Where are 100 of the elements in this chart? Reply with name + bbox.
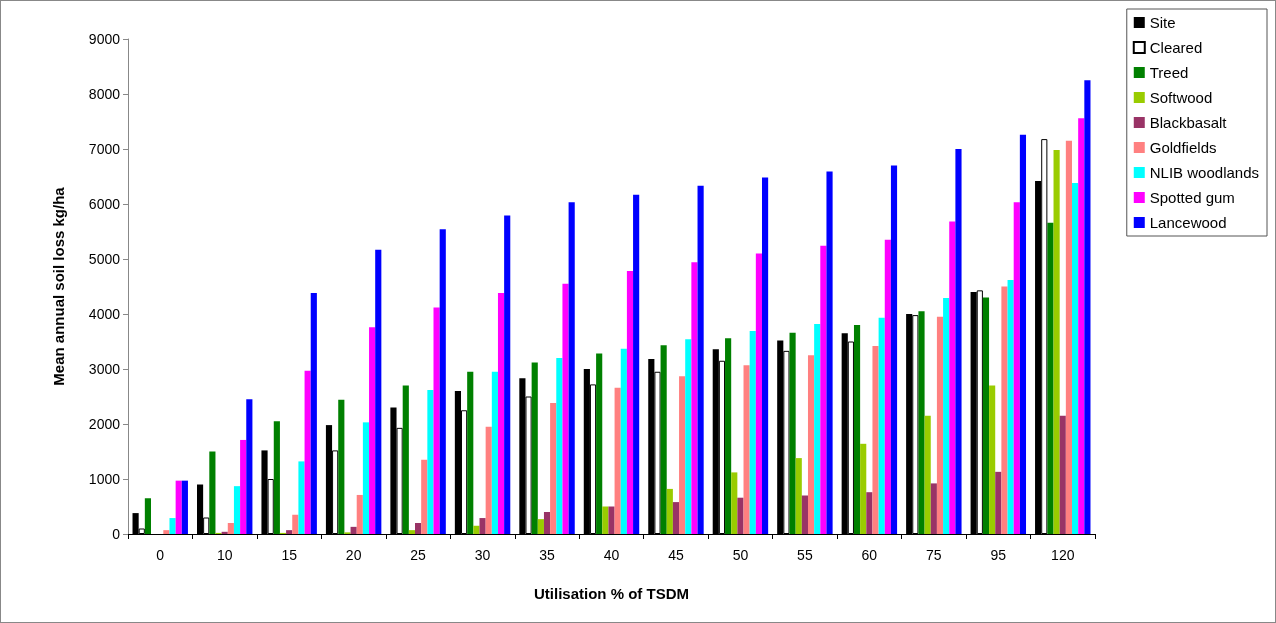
bar (375, 249, 382, 534)
bar (504, 215, 511, 534)
bar (620, 348, 627, 534)
bar (298, 461, 305, 534)
bar (890, 165, 898, 534)
bar (801, 495, 808, 534)
bar (338, 399, 345, 534)
bar (878, 317, 885, 534)
bar (691, 262, 698, 534)
bar (169, 518, 176, 534)
bar (602, 506, 609, 534)
bar (608, 506, 615, 534)
bar (537, 519, 544, 534)
x-axis-title: Utilisation % of TSDM (534, 585, 689, 602)
bar (807, 355, 815, 534)
bar (826, 171, 833, 534)
y-tick-label: 1000 (88, 471, 121, 487)
x-tick-label: 20 (345, 547, 362, 563)
bar (421, 459, 428, 534)
bar (562, 283, 569, 534)
bar (918, 311, 925, 534)
bar (866, 492, 873, 534)
bar (795, 458, 802, 534)
bar (633, 194, 640, 534)
bar (982, 297, 990, 534)
bar (697, 185, 704, 534)
bar (1078, 118, 1085, 534)
bar (227, 523, 234, 534)
bar (860, 443, 867, 534)
bar (743, 365, 750, 534)
bar (685, 339, 692, 534)
x-tick-label: 120 (1051, 547, 1075, 563)
bar (989, 385, 996, 534)
bar (626, 271, 634, 534)
bar (749, 331, 756, 534)
bar (949, 221, 956, 534)
bar (439, 229, 446, 534)
bar (144, 498, 151, 534)
bar (568, 202, 575, 534)
bar (550, 403, 557, 534)
bar (614, 387, 621, 534)
bar (789, 332, 796, 534)
bar (737, 497, 744, 534)
y-tick-label: 8000 (88, 86, 121, 102)
bar (497, 293, 505, 534)
x-tick-label: 60 (861, 547, 878, 563)
bar (930, 483, 937, 534)
bar (660, 345, 667, 534)
bar (1065, 140, 1073, 534)
bar (755, 253, 762, 534)
y-tick-label: 2000 (88, 416, 121, 432)
bar (955, 149, 962, 534)
bar (853, 325, 861, 534)
y-tick-label: 3000 (88, 361, 121, 377)
bar (1019, 134, 1027, 534)
bar (246, 399, 253, 534)
legend-label: Spotted gum (1149, 189, 1235, 206)
bar (1072, 183, 1079, 534)
x-tick-label: 0 (156, 547, 165, 563)
legend-label: Treed (1149, 64, 1189, 81)
x-tick-label: 30 (474, 547, 491, 563)
bar (531, 362, 538, 534)
bar (181, 480, 188, 534)
y-tick-label: 9000 (88, 31, 121, 47)
x-tick-label: 40 (603, 547, 620, 563)
bar (820, 245, 827, 534)
x-tick-label: 50 (732, 547, 749, 563)
bar (415, 523, 422, 534)
y-tick-label: 4000 (88, 306, 121, 322)
bar (884, 239, 891, 534)
y-tick-label: 7000 (88, 141, 121, 157)
bar (427, 389, 434, 534)
y-tick-label: 5000 (88, 251, 121, 267)
legend-label: Site (1149, 14, 1176, 31)
bar (292, 514, 299, 534)
x-tick-label: 35 (539, 547, 556, 563)
y-tick-label: 0 (112, 526, 121, 542)
bar (679, 376, 686, 534)
bar (1013, 202, 1020, 534)
bar (543, 512, 551, 534)
y-tick-label: 6000 (88, 196, 121, 212)
legend-label: Blackbasalt (1149, 114, 1228, 131)
bar (473, 525, 480, 534)
bar (556, 358, 563, 534)
bar (1053, 150, 1060, 534)
x-tick-label: 10 (216, 547, 233, 563)
x-tick-label: 55 (797, 547, 813, 563)
bar (491, 371, 498, 534)
bar (310, 293, 317, 534)
bar (408, 530, 416, 534)
bar (731, 472, 738, 534)
bar (467, 371, 474, 534)
bar (485, 426, 492, 534)
legend-label: NLIB woodlands (1149, 164, 1259, 181)
bar (1007, 279, 1014, 534)
x-tick-label: 15 (281, 547, 298, 563)
bar (725, 338, 732, 534)
bar (163, 530, 170, 534)
bar (356, 494, 363, 534)
bar (995, 471, 1002, 534)
